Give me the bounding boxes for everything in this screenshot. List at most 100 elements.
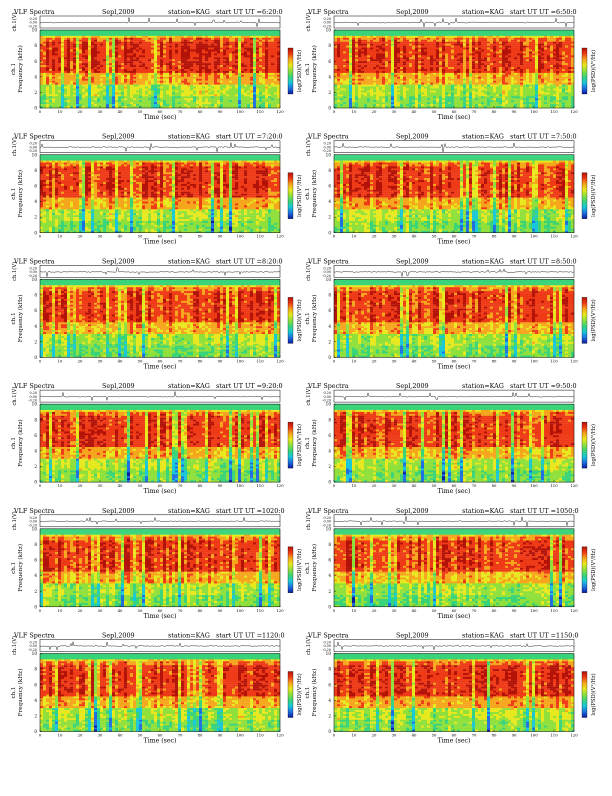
spectrogram-cell	[214, 63, 217, 65]
spectrogram-cell	[244, 65, 247, 67]
spectrogram-cell	[43, 53, 46, 55]
spectrogram-cell	[544, 65, 547, 67]
spectrogram-cell	[169, 87, 172, 89]
spectrogram-cell	[424, 46, 427, 48]
spectrogram-cell	[472, 46, 475, 48]
spectrogram-cell	[100, 71, 103, 73]
spectrogram-cell	[211, 50, 214, 52]
spectrogram-cell	[115, 51, 118, 53]
spectrogram-cell	[277, 85, 280, 87]
spectrogram-cell	[277, 32, 280, 34]
spectrogram-cell	[70, 100, 73, 102]
spectrogram-cell	[469, 36, 472, 38]
spectrogram-cell	[130, 53, 133, 55]
spectrogram-cell	[136, 44, 139, 46]
spectrogram-cell	[232, 61, 235, 63]
spectrogram-cell	[184, 44, 187, 46]
spectrogram-cell	[268, 85, 271, 87]
spectrogram-cell	[211, 83, 214, 85]
spectrogram-cell	[262, 94, 265, 96]
spectrogram-cell	[349, 46, 352, 48]
spectrogram-cell	[544, 46, 547, 48]
spectrogram-cell	[196, 48, 199, 50]
spectrogram-cell	[565, 53, 568, 55]
spectrogram-cell	[175, 32, 178, 34]
spectrogram-cell	[196, 104, 199, 106]
spectrogram-cell	[421, 46, 424, 48]
spectrogram-cell	[259, 30, 262, 32]
spectrogram-cell	[343, 48, 346, 50]
spectrogram-cell	[565, 36, 568, 38]
spectrogram-cell	[100, 50, 103, 52]
spectrogram-cell	[385, 48, 388, 50]
spectrogram-cell	[124, 65, 127, 67]
spectrogram-cell	[82, 57, 85, 59]
spectrogram-cell	[454, 55, 457, 57]
spectrogram-cell	[85, 71, 88, 73]
spectrogram-cell	[466, 55, 469, 57]
spectrogram-cell	[115, 77, 118, 79]
spectrogram-cell	[250, 42, 253, 44]
spectrogram-cell	[91, 94, 94, 96]
spectrogram-cell	[277, 53, 280, 55]
spectrogram-cell	[172, 71, 175, 73]
spectrogram-cell	[250, 34, 253, 36]
spectrogram-cell	[421, 32, 424, 34]
spectrogram-cell	[358, 40, 361, 42]
spectrogram-cell	[460, 63, 463, 65]
spectrogram-cell	[436, 59, 439, 61]
spectrogram-cell	[262, 61, 265, 63]
spectrogram-cell	[106, 57, 109, 59]
spectrogram-cell	[85, 100, 88, 102]
spectrogram-cell	[157, 48, 160, 50]
spectrogram-cell	[469, 67, 472, 69]
spectrogram-cell	[340, 38, 343, 40]
spectrogram-cell	[418, 32, 421, 34]
spectrogram-cell	[193, 65, 196, 67]
spectrogram-cell	[133, 94, 136, 96]
spectrogram-cell	[160, 81, 163, 83]
spectrogram-cell	[118, 100, 121, 102]
spectrogram-cell	[55, 87, 58, 89]
spectrogram-cell	[565, 46, 568, 48]
spectrogram-cell	[172, 69, 175, 71]
spectrogram-cell	[394, 53, 397, 55]
spectrogram-cell	[79, 81, 82, 83]
spectrogram-cell	[127, 55, 130, 57]
spectrogram-cell	[100, 40, 103, 42]
spectrogram-cell	[82, 77, 85, 79]
spectrogram-cell	[277, 57, 280, 59]
spectrogram-cell	[100, 92, 103, 94]
spectrogram-cell	[409, 67, 412, 69]
spectrogram-cell	[502, 30, 505, 32]
spectrogram-cell	[106, 75, 109, 77]
spectrogram-cell	[100, 42, 103, 44]
spectrogram-cell	[373, 50, 376, 52]
spectrogram-cell	[169, 96, 172, 98]
spectrogram-cell	[367, 59, 370, 61]
spectrogram-cell	[106, 73, 109, 75]
spectrogram-cell	[187, 53, 190, 55]
spectrogram-cell	[256, 73, 259, 75]
spectrogram-cell	[160, 89, 163, 91]
spectrogram-cell	[130, 77, 133, 79]
spectrogram-cell	[211, 89, 214, 91]
spectrogram-cell	[352, 55, 355, 57]
spectrogram-cell	[460, 50, 463, 52]
spectrogram-cell	[382, 51, 385, 53]
spectrogram-cell	[91, 50, 94, 52]
spectrogram-cell	[88, 65, 91, 67]
spectrogram-cell	[421, 69, 424, 71]
spectrogram-cell	[391, 67, 394, 69]
spectrogram-cell	[364, 55, 367, 57]
spectrogram-cell	[91, 63, 94, 65]
spectrogram-cell	[223, 42, 226, 44]
spectrogram-cell	[178, 61, 181, 63]
spectrogram-cell	[484, 48, 487, 50]
spectrogram-cell	[430, 46, 433, 48]
spectrogram-cell	[238, 100, 241, 102]
spectrogram-cell	[508, 34, 511, 36]
spectrogram-cell	[109, 32, 112, 34]
spectrogram-cell	[64, 34, 67, 36]
spectrogram-cell	[193, 44, 196, 46]
